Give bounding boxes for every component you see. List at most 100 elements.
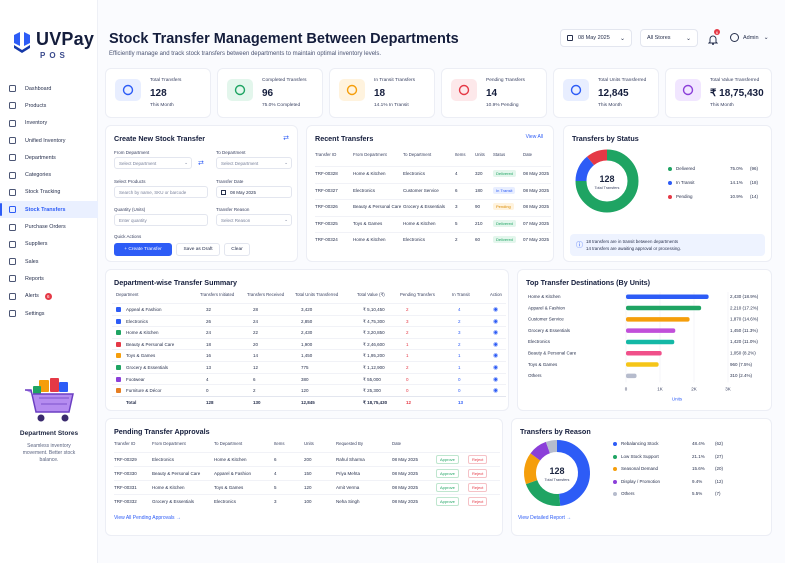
to-label: To Department [216, 150, 246, 155]
view-eye-icon[interactable]: ◉ [493, 365, 499, 371]
view-all-link[interactable]: View All [525, 134, 543, 140]
user-menu[interactable]: Admin ⌄ [730, 33, 769, 42]
view-eye-icon[interactable]: ◉ [493, 318, 499, 325]
donut-slice-pending [587, 149, 608, 166]
view-eye-icon[interactable]: ◉ [493, 307, 499, 313]
table-cell: 1 [406, 353, 409, 359]
table-row[interactable]: Appeal & Fashion 32 28 3,420 ₹ 5,10,450 2 4 ◉ [112, 303, 506, 314]
table-row[interactable]: Toys & Games 16 14 1,450 ₹ 1,95,200 1 1 ◉ [112, 349, 506, 360]
table-row[interactable]: TRF-00324 Home & Kitchen Electronics 2 60 Del… [315, 232, 551, 244]
table-cell: ₹ 1,95,200 [363, 353, 385, 359]
table-row[interactable]: Furniture & Décor 0 2 120 ₹ 25,300 0 0 ◉ [112, 384, 506, 395]
to-department-select[interactable]: Select Department ⌄ [216, 157, 292, 169]
sidebar-item-categories[interactable]: Categories [0, 166, 98, 183]
table-row[interactable]: TRF-00326 Beauty & Personal Care Grocery &… [315, 199, 551, 211]
sidebar-item-sales[interactable]: Sales [0, 253, 98, 270]
bar[interactable] [626, 351, 662, 356]
column-header: Total Value (₹) [357, 292, 385, 297]
view-eye-icon[interactable]: ◉ [493, 341, 499, 348]
quantity-input[interactable]: Enter quantity [114, 214, 208, 226]
table-cell: Home & Kitchen [353, 237, 386, 242]
swap-icon[interactable]: ⇄ [283, 135, 289, 142]
transfer-reason-select[interactable]: Select Reason ⌄ [216, 214, 292, 226]
department-icon [116, 388, 121, 394]
sidebar-item-stock-transfers[interactable]: Stock Transfers [0, 201, 98, 219]
view-eye-icon[interactable]: ◉ [493, 376, 499, 383]
sidebar-item-dashboard[interactable]: Dashboard [0, 80, 98, 97]
table-row[interactable]: Beauty & Personal Care 18 20 1,900 ₹ 2,46,60… [112, 337, 506, 349]
column-header: Total Units Transferred [295, 292, 339, 297]
sidebar-item-reports[interactable]: Reports [0, 270, 98, 287]
sidebar-item-purchase-orders[interactable]: Purchase Orders [0, 218, 98, 235]
product-search-input[interactable]: Search by name, SKU or barcode [114, 186, 208, 198]
column-header: Units [475, 152, 485, 157]
table-cell: TRF-00328 [315, 171, 338, 176]
table-row[interactable]: Home & Kitchen 24 22 2,430 ₹ 3,20,850 2 3 ◉ [112, 326, 506, 337]
table-row[interactable]: TRF-00332 Grocery & Essentials Electronics… [114, 494, 500, 507]
cube-icon [563, 79, 589, 101]
view-eye-icon[interactable]: ◉ [493, 330, 499, 337]
bar-value-label: 1,450 (11.3%) [730, 328, 758, 333]
column-header: Action [490, 292, 502, 297]
bar[interactable] [626, 317, 690, 322]
sidebar-item-suppliers[interactable]: Suppliers [0, 236, 98, 253]
sidebar-item-alerts[interactable]: Alerts 6 [0, 288, 98, 305]
brand-logo[interactable]: UVPay POS [13, 30, 94, 60]
reason-center-value: 128 [549, 466, 565, 476]
bar[interactable] [626, 373, 637, 379]
approve-button[interactable]: Approve [436, 497, 459, 506]
table-cell: 4 [458, 307, 461, 312]
donut-slice-seasonal-demand [524, 453, 541, 485]
from-department-select[interactable]: Select Department ⌄ [114, 157, 192, 169]
store-select[interactable]: All Stores ⌄ [640, 29, 698, 47]
table-row[interactable]: TRF-00325 Toys & Games Home & Kitchen 5 210 D… [315, 215, 551, 228]
approve-button[interactable]: Approve [436, 469, 459, 478]
user-avatar-icon [730, 33, 739, 42]
table-row[interactable]: TRF-00331 Home & Kitchen Toys & Games 5 120 A… [114, 480, 500, 493]
table-row[interactable]: TRF-00329 Electronics Home & Kitchen 6 200 Ra… [114, 452, 500, 465]
status-badge: In Transit [493, 186, 516, 194]
main-content: Stock Transfer Management Between Depart… [98, 0, 785, 563]
save-draft-button[interactable]: Save as Draft [176, 243, 220, 256]
reject-button[interactable]: Reject [468, 455, 488, 464]
notification-bell-icon[interactable] [707, 32, 719, 45]
table-row[interactable]: TRF-00327 Electronics Customer Service 6 180… [315, 182, 551, 195]
view-eye-icon[interactable]: ◉ [493, 353, 499, 360]
bar[interactable] [626, 294, 709, 300]
table-cell: Home & Kitchen [126, 330, 159, 336]
create-transfer-button[interactable]: + Create Transfer [114, 243, 172, 256]
sidebar-item-stock-tracking[interactable]: Stock Tracking [0, 184, 98, 201]
sidebar-item-inventory[interactable]: Inventory [0, 115, 98, 132]
bar[interactable] [626, 362, 659, 367]
reject-button[interactable]: Reject [468, 483, 488, 492]
date-picker[interactable]: 08 May 2025 ⌄ [560, 29, 632, 47]
swap-direction-icon[interactable]: ⇄ [198, 160, 204, 167]
table-cell: 08 May 2025 [523, 187, 550, 193]
bar[interactable] [626, 328, 676, 333]
clear-button[interactable]: Clear [224, 243, 250, 256]
bar-value-label: 2,430 (18.9%) [730, 294, 759, 299]
stat-value: 12,845 [598, 88, 629, 99]
transfer-date-input[interactable]: 08 May 2025 [216, 186, 292, 198]
bar[interactable] [626, 339, 675, 345]
approve-button[interactable]: Approve [436, 455, 459, 464]
sidebar-item-settings[interactable]: Settings [0, 305, 98, 322]
table-cell: 08 May 2025 [392, 471, 419, 476]
table-row[interactable]: Footwear 4 6 380 ₹ 55,000 0 0 ◉ [112, 372, 506, 384]
chevron-down-icon: ⌄ [619, 35, 625, 42]
table-row[interactable]: TRF-00328 Home & Kitchen Electronics 4 320 De… [315, 166, 551, 178]
sidebar-item-unified-inventory[interactable]: Unified Inventory [0, 132, 98, 149]
sidebar-item-departments[interactable]: Departments [0, 149, 98, 166]
table-row[interactable]: TRF-00330 Beauty & Personal Care Apparel &… [114, 466, 500, 479]
table-row[interactable]: Electronics 26 24 2,850 ₹ 4,75,300 3 2 ◉ [112, 314, 506, 326]
approve-button[interactable]: Approve [436, 483, 459, 492]
bar[interactable] [626, 305, 702, 311]
view-detailed-report-link[interactable]: View Detailed Report → [518, 515, 572, 521]
rupee-icon [675, 79, 701, 101]
reject-button[interactable]: Reject [468, 469, 488, 478]
view-eye-icon[interactable]: ◉ [493, 388, 499, 395]
sidebar-item-products[interactable]: Products [0, 97, 98, 114]
table-row[interactable]: Grocery & Essentials 13 12 775 ₹ 1,12,900 2 1 ◉ [112, 361, 506, 372]
view-all-pending-link[interactable]: View All Pending Approvals → [114, 515, 181, 521]
reject-button[interactable]: Reject [468, 497, 488, 506]
